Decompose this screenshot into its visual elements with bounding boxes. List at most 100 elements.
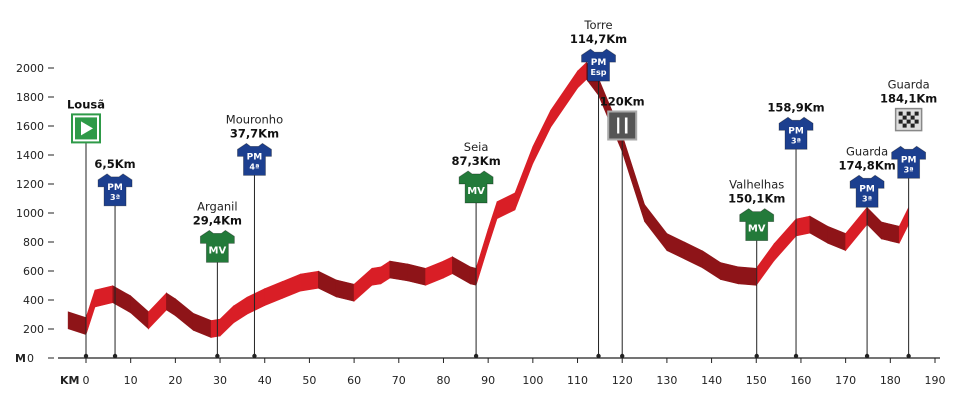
elevation-segment [175, 298, 194, 331]
elevation-segment [898, 207, 909, 244]
elevation-segment [487, 201, 498, 247]
elevation-segment [407, 263, 426, 286]
marker-km-label: 37,7Km [230, 126, 279, 140]
elevation-segment [264, 280, 283, 307]
elevation-segment [425, 260, 444, 286]
jersey-category-value: 4ª [249, 162, 259, 171]
x-tick-label: 10 [124, 374, 138, 387]
checker-square [902, 115, 907, 120]
marker-dot [620, 353, 625, 359]
y-tick-label: 800 [23, 236, 44, 249]
y-tick-label: 0 [27, 352, 34, 365]
sprint-jersey-icon [199, 229, 235, 263]
x-tick-label: 20 [168, 374, 182, 387]
elevation-segment [827, 225, 846, 251]
elevation-segment [353, 267, 373, 302]
elevation-segment [94, 285, 114, 308]
marker-name-label: Seia [464, 140, 489, 154]
y-tick-label: 2000 [16, 62, 44, 75]
x-tick-label: 70 [392, 374, 406, 387]
y-axis-label: M [15, 352, 26, 365]
checker-square [914, 111, 919, 116]
elevation-segment [496, 192, 516, 220]
x-tick-label: 130 [656, 374, 677, 387]
marker-km-label: 158,9Km [767, 100, 824, 114]
y-tick-label: 600 [23, 265, 44, 278]
checker-square [898, 111, 903, 116]
elevation-segment [469, 266, 477, 286]
x-tick-label: 80 [436, 374, 450, 387]
sprint-jersey-icon [739, 208, 775, 242]
marker-name-label: Valhelhas [729, 178, 784, 192]
marker-km-label: 184,1Km [880, 92, 937, 106]
jersey-category-value: 3ª [904, 165, 914, 174]
checker-square [910, 123, 915, 128]
x-tick-label: 140 [701, 374, 722, 387]
x-tick-label: 30 [213, 374, 227, 387]
marker-dot [754, 353, 759, 359]
marker-dot [252, 353, 257, 359]
elevation-segment [550, 70, 578, 129]
y-tick-label: 1800 [16, 91, 44, 104]
mountain-jersey-icon [237, 142, 272, 176]
elevation-segment [166, 292, 176, 317]
elevation-segment [532, 110, 552, 164]
x-tick-label: 190 [925, 374, 946, 387]
elevation-segment [246, 288, 266, 315]
y-tick-label: 400 [23, 294, 44, 307]
x-axis-label: KM [60, 374, 79, 387]
elevation-segment [684, 241, 703, 269]
elevation-segment [702, 250, 721, 281]
mountain-jersey-icon [581, 48, 616, 82]
marker-km-label: 114,7Km [570, 32, 627, 46]
ribbon-layer [67, 61, 909, 338]
x-tick-label: 120 [612, 374, 633, 387]
climb-marker: 120Km [600, 95, 645, 359]
marker-dot [112, 353, 118, 359]
markers-layer: LousãPM3ª6,5KmMV29,4KmArganilPM4ª37,7KmM… [67, 18, 937, 359]
elevation-segment [475, 229, 489, 286]
jersey-category-label: PM [859, 184, 875, 194]
mountain-jersey-icon [778, 116, 814, 150]
x-tick-label: 160 [790, 374, 811, 387]
marker-dot [215, 353, 220, 359]
elevation-segment [845, 206, 868, 252]
marker-dot [596, 353, 601, 359]
marker-km-label: 174,8Km [838, 158, 895, 172]
elevation-segment [380, 260, 391, 285]
marker-name-label: Torre [583, 18, 612, 32]
jersey-category-value: 3ª [791, 136, 801, 145]
marker-dot [864, 353, 870, 359]
marker-km-label: 150,1Km [728, 192, 785, 206]
elevation-segment [318, 270, 337, 298]
elevation-segment [233, 296, 248, 324]
jersey-category-label: PM [591, 58, 607, 68]
elevation-segment [219, 305, 234, 337]
jersey-category-value: 3ª [862, 194, 872, 203]
y-tick-label: 200 [23, 323, 44, 336]
jersey-category-label: PM [788, 126, 804, 136]
x-tick-label: 0 [83, 374, 90, 387]
marker-dot [83, 353, 89, 359]
elevation-segment [773, 218, 797, 262]
marker-km-label: 29,4Km [193, 213, 242, 227]
x-tick-label: 40 [258, 374, 272, 387]
elevation-segment [720, 262, 739, 285]
jersey-category-label: MV [467, 186, 485, 197]
climb-marker: Lousã [67, 97, 105, 359]
elevation-segment [85, 289, 96, 335]
jersey-category-label: PM [107, 183, 123, 193]
x-tick-label: 110 [567, 374, 588, 387]
elevation-segment [621, 134, 645, 222]
x-tick-label: 50 [302, 374, 316, 387]
x-tick-label: 170 [835, 374, 856, 387]
y-tick-label: 1600 [16, 120, 44, 133]
x-tick-label: 180 [880, 374, 901, 387]
elevation-segment [809, 215, 829, 244]
